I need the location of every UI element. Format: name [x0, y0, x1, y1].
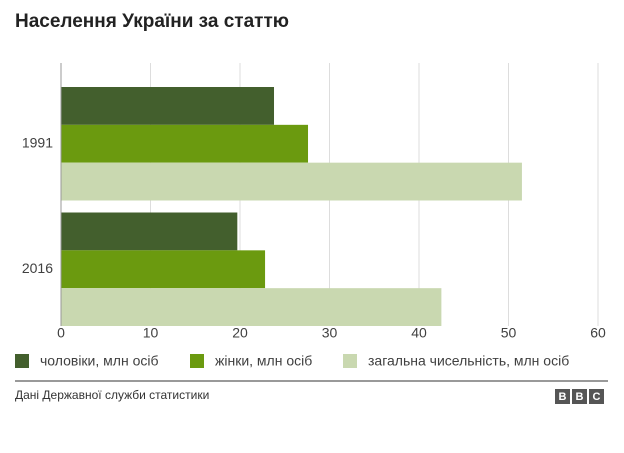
x-tick-label: 60 — [590, 325, 606, 341]
legend-swatch — [343, 354, 357, 368]
legend-swatch — [15, 354, 29, 368]
bar — [61, 162, 522, 201]
logo-box — [572, 389, 587, 404]
y-tick-label: 1991 — [22, 134, 53, 150]
x-tick-label: 40 — [411, 325, 427, 341]
x-tick-label: 10 — [143, 325, 159, 341]
x-tick-label: 0 — [57, 325, 65, 341]
bar — [61, 87, 275, 125]
y-tick-label: 2016 — [22, 260, 53, 276]
x-tick-label: 20 — [232, 325, 248, 341]
bar — [61, 288, 442, 326]
logo-letter: B — [576, 391, 584, 403]
logo-letter: C — [593, 391, 601, 403]
bar — [61, 212, 238, 251]
x-tick-label: 30 — [322, 325, 338, 341]
source: Дані Державної служби статистики — [15, 388, 209, 402]
x-tick-label: 50 — [501, 325, 517, 341]
bar — [61, 124, 309, 163]
legend-label: жінки, млн осіб — [215, 353, 312, 369]
chart-title: Населення України за статтю — [15, 11, 289, 32]
bar — [61, 250, 266, 289]
legend-label: загальна чисельність, млн осіб — [368, 353, 569, 369]
logo-box — [555, 389, 570, 404]
logo-letter: B — [559, 391, 567, 403]
logo-box — [589, 389, 604, 404]
legend-label: чоловіки, млн осіб — [40, 353, 159, 369]
legend-swatch — [190, 354, 204, 368]
